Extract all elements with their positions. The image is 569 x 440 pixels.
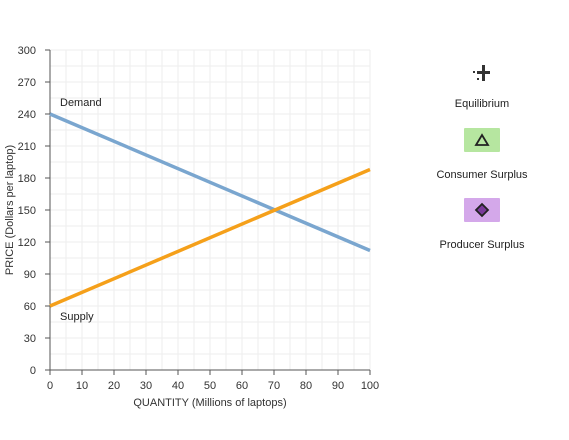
series-lines[interactable]: Demand Supply (49, 97, 371, 323)
diamond-icon (474, 202, 490, 218)
triangle-icon (474, 133, 490, 146)
producer-surplus-swatch[interactable] (464, 198, 500, 222)
y-axis-title: PRICE (Dollars per laptop) (4, 145, 16, 275)
y-tick-label: 210 (18, 141, 36, 153)
y-tick-label: 60 (24, 301, 36, 313)
x-tick-label: 60 (236, 380, 248, 392)
x-tick-label: 70 (268, 380, 280, 392)
x-tick-label: 80 (300, 380, 312, 392)
y-tick-label: 150 (18, 205, 36, 217)
equilibrium-tool[interactable]: Equilibrium (420, 60, 544, 115)
x-tick-label: 30 (140, 380, 152, 392)
producer-surplus-label: Producer Surplus (439, 239, 525, 251)
supply-curve[interactable] (49, 167, 371, 308)
x-tick-label: 100 (361, 380, 379, 392)
x-tick-label: 10 (76, 380, 88, 392)
consumer-surplus-label: Consumer Surplus (436, 169, 528, 181)
graph-tools-legend: Equilibrium Consumer Surplus Producer Su… (420, 0, 544, 440)
x-tick-labels: 0 10 20 30 40 50 60 70 80 90 100 (47, 370, 379, 392)
supply-curve-label: Supply (60, 311, 94, 323)
y-tick-labels: 0 30 60 90 120 150 180 210 240 270 300 (18, 45, 50, 377)
demand-curve-label: Demand (60, 97, 102, 109)
equilibrium-label: Equilibrium (454, 98, 510, 110)
y-tick-label: 300 (18, 45, 36, 57)
y-tick-label: 180 (18, 173, 36, 185)
y-tick-label: 120 (18, 237, 36, 249)
grid (49, 49, 371, 371)
x-tick-label: 0 (47, 380, 53, 392)
y-tick-label: 0 (30, 365, 36, 377)
y-tick-label: 240 (18, 109, 36, 121)
x-tick-label: 40 (172, 380, 184, 392)
demand-curve[interactable] (49, 112, 371, 253)
x-tick-label: 90 (332, 380, 344, 392)
consumer-surplus-swatch[interactable] (464, 128, 500, 152)
x-axis-title: QUANTITY (Millions of laptops) (133, 397, 286, 409)
x-tick-label: 20 (108, 380, 120, 392)
plus-with-dots-icon[interactable] (470, 63, 494, 83)
x-tick-label: 50 (204, 380, 216, 392)
producer-surplus-tool[interactable]: Producer Surplus (420, 198, 544, 253)
consumer-surplus-tool[interactable]: Consumer Surplus (420, 128, 544, 183)
y-tick-label: 270 (18, 77, 36, 89)
y-tick-label: 30 (24, 333, 36, 345)
y-tick-label: 90 (24, 269, 36, 281)
supply-demand-chart: 0 10 20 30 40 50 60 70 80 90 100 0 30 60 90 120 150 180 2… (4, 45, 379, 409)
